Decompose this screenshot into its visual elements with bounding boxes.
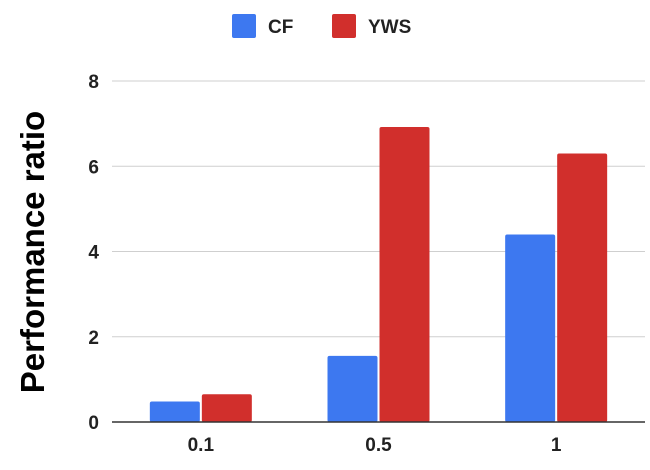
legend-label-cf: CF	[268, 17, 293, 38]
y-tick-label-2: 2	[88, 328, 99, 349]
y-tick-label-0: 0	[88, 413, 99, 434]
gridlines	[112, 80, 645, 338]
bar-cf-1	[505, 234, 556, 422]
bar-yws-0_1	[201, 394, 252, 422]
bar-cf-0_5	[327, 355, 378, 422]
x-tick-label-0_1: 0.1	[188, 435, 215, 456]
y-tick-label-4: 4	[88, 243, 99, 264]
bars	[149, 127, 608, 422]
x-tick-label-0_5: 0.5	[365, 435, 392, 456]
y-tick-label-8: 8	[88, 72, 99, 93]
y-tick-label-6: 6	[88, 157, 99, 178]
y-tick-labels: 0 2 4 6 8	[88, 72, 99, 434]
legend-swatch-yws	[332, 14, 356, 38]
chart-legend: CF YWS	[232, 14, 411, 38]
bar-yws-0_5	[379, 127, 430, 422]
legend-swatch-cf	[232, 14, 256, 38]
y-axis-label: Performance ratio	[14, 111, 51, 393]
bar-yws-1	[557, 153, 608, 422]
legend-label-yws: YWS	[368, 17, 411, 38]
x-tick-labels: 0.1 0.5 1	[188, 435, 562, 456]
x-tick-label-1: 1	[551, 435, 562, 456]
bar-cf-0_1	[149, 401, 200, 422]
